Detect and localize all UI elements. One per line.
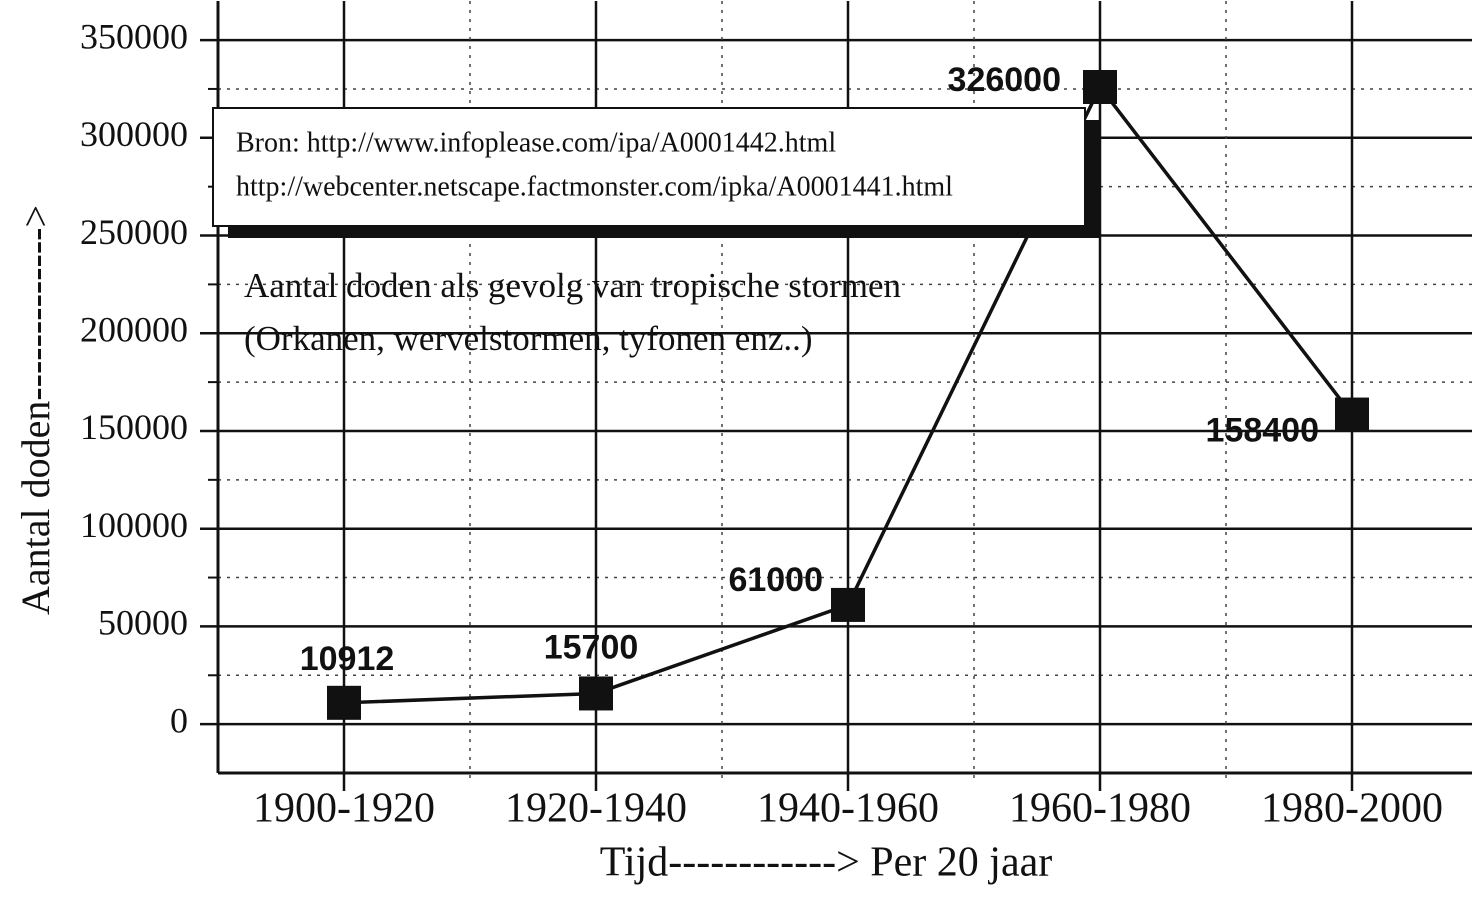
data-label: 158400: [1206, 412, 1319, 450]
source-line: http://webcenter.netscape.factmonster.co…: [236, 171, 953, 202]
y-tick-label: 150000: [80, 407, 188, 447]
data-label: 15700: [544, 628, 639, 666]
marker: [327, 685, 361, 720]
data-label: 326000: [948, 61, 1061, 99]
labels: 0 50000 100000 150000 200000 250000 300000 3500…: [80, 16, 1443, 831]
y-tick-label: 250000: [80, 212, 188, 252]
data-label: 61000: [728, 561, 823, 599]
data-label: 10912: [300, 640, 395, 678]
chart-subtitle: (Orkanen, wervelstormen, tyfonen enz..): [244, 319, 813, 358]
y-tick-label: 300000: [80, 114, 188, 154]
y-tick-label: 50000: [98, 603, 188, 643]
source-line: Bron: http://www.infoplease.com/ipa/A000…: [236, 127, 836, 158]
y-axis-label: Aantal doden------------->: [13, 205, 58, 615]
source-box: [212, 107, 1086, 227]
y-tick-label: 0: [170, 700, 188, 740]
x-tick-label: 1900-1920: [253, 786, 435, 832]
x-tick-label: 1920-1940: [505, 786, 687, 832]
y-tick-label: 350000: [80, 16, 188, 56]
y-tick-label: 100000: [80, 505, 188, 545]
y-tick-label: 200000: [80, 310, 188, 350]
x-tick-label: 1960-1980: [1009, 786, 1191, 832]
marker: [1083, 69, 1117, 104]
marker: [579, 676, 613, 711]
x-tick-label: 1980-2000: [1261, 786, 1443, 832]
marker: [831, 587, 865, 622]
marks: [327, 69, 1369, 720]
x-tick-label: 1940-1960: [757, 786, 939, 832]
marker: [1335, 397, 1369, 432]
x-axis-label: Tijd------------> Per 20 jaar: [600, 840, 1052, 886]
chart-title: Aantal doden als gevolg van tropische st…: [244, 266, 901, 305]
